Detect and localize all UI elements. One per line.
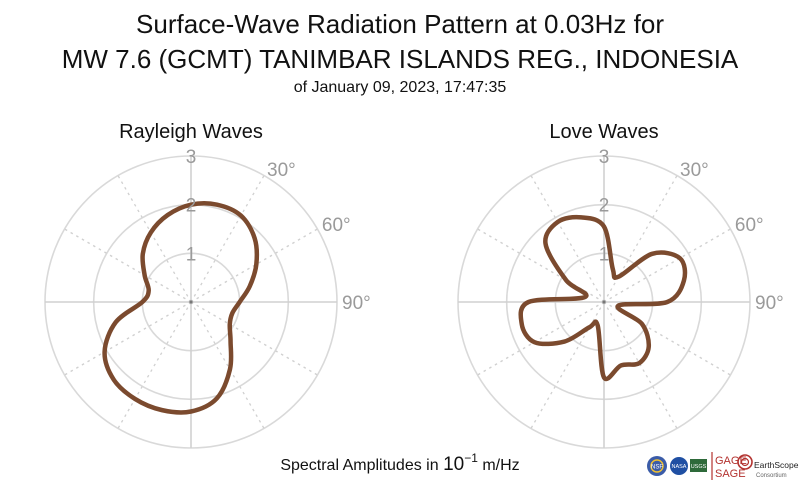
love-radiation-curve [518,214,688,382]
love-r-tick-1: 1 [599,244,610,265]
love-grid-spoke-120 [603,301,731,376]
rayleigh-grid-spoke-30 [190,175,265,303]
love-angle-60: 60° [735,215,764,236]
nsf-logo: NSF [647,456,667,476]
caption-base: 10 [443,454,464,475]
sponsor-logos: NSF NASA USGS GAGE SAGE EarthScope Conso… [647,452,799,480]
nasa-logo-text: NASA [672,464,687,470]
caption-unit: m/Hz [478,457,520,474]
love-grid-spoke-330 [530,175,605,303]
love-grid-spoke-300 [477,228,605,303]
rayleigh-grid-spoke-300 [64,228,192,303]
usgs-logo-text: USGS [691,464,707,470]
rayleigh-radiation-curve [102,201,260,415]
caption-exponent: −1 [464,451,478,465]
figure-title-line2: MW 7.6 (GCMT) TANIMBAR ISLANDS REG., IND… [62,44,739,74]
love-angle-30: 30° [680,160,709,181]
love-grid-spoke-30 [603,175,678,303]
rayleigh-r-tick-2: 2 [186,196,197,217]
rayleigh-angle-90: 90° [342,293,371,314]
rayleigh-r-tick-1: 1 [186,244,197,265]
earthscope-logo-text: EarthScope [754,460,799,470]
love-origin-marker [602,300,606,304]
rayleigh-angle-60: 60° [322,215,351,236]
rayleigh-angle-labels: 30° 60° 90° [267,160,371,314]
love-panel-title: Love Waves [549,121,658,143]
rayleigh-radius-labels: 1 2 3 [186,147,197,265]
rayleigh-origin-marker [189,300,193,304]
rayleigh-grid-spoke-330 [117,175,192,303]
love-grid-spoke-210 [530,301,605,429]
earthscope-logo: EarthScope Consortium [737,454,799,479]
rayleigh-grid-spoke-210 [117,301,192,429]
earthscope-globe-icon [737,454,753,470]
love-radius-labels: 1 2 3 [599,147,610,265]
rayleigh-angle-30: 30° [267,160,296,181]
rayleigh-panel-title: Rayleigh Waves [119,121,263,143]
amplitude-caption: Spectral Amplitudes in 10−1 m/Hz [280,451,519,475]
love-polar-plot: Love Waves 1 2 3 30° 60° 90° [457,121,784,449]
love-angle-90: 90° [755,293,784,314]
love-r-tick-3: 3 [599,147,610,168]
rayleigh-polar-plot: Rayleigh Waves 1 2 3 30° 60° 90° [44,121,371,449]
love-grid-spoke-150 [603,301,678,429]
sage-logo-text: SAGE [715,468,746,480]
caption-prefix: Spectral Amplitudes in [280,457,443,474]
rayleigh-grid-spoke-240 [64,301,192,376]
figure-title-line1: Surface-Wave Radiation Pattern at 0.03Hz… [136,9,664,39]
rayleigh-grid-spoke-150 [190,301,265,429]
love-grid-spoke-60 [603,228,731,303]
figure-title-line3: of January 09, 2023, 17:47:35 [294,79,507,96]
rayleigh-r-tick-3: 3 [186,147,197,168]
love-angle-labels: 30° 60° 90° [680,160,784,314]
love-grid-spoke-240 [477,301,605,376]
usgs-logo: USGS [690,459,707,472]
nsf-logo-text: NSF [651,465,663,471]
consortium-logo-text: Consortium [756,473,787,479]
nasa-logo: NASA [670,457,688,475]
love-r-tick-2: 2 [599,196,610,217]
rayleigh-grid-spoke-120 [190,301,318,376]
